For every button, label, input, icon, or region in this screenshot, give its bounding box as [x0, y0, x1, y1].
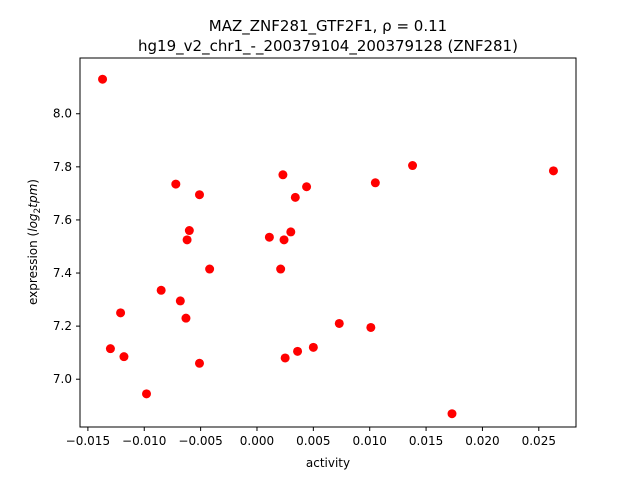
x-tick-label: 0.005 [296, 434, 330, 448]
data-point [548, 166, 558, 176]
y-axis-label-var: tpm [26, 184, 40, 208]
data-point [156, 285, 166, 295]
x-axis: −0.015 −0.010 −0.005 0.000 0.005 0.010 0.015 0.… [66, 427, 556, 448]
data-point [290, 192, 300, 202]
y-axis-label-suffix: ) [26, 179, 40, 184]
data-point [279, 235, 289, 245]
data-point [302, 182, 312, 192]
data-point [205, 264, 215, 274]
data-point [370, 178, 380, 188]
x-tick-label: −0.005 [178, 434, 222, 448]
y-tick-label: 8.0 [53, 107, 72, 121]
data-point [408, 161, 418, 171]
data-point [171, 179, 181, 189]
data-point [280, 353, 290, 363]
data-point [334, 318, 344, 328]
y-tick-label: 7.0 [53, 372, 72, 386]
y-tick-label: 7.8 [53, 160, 72, 174]
data-point [116, 308, 126, 318]
y-axis-label-prefix: expression ( [26, 232, 40, 305]
chart-title-line2: hg19_v2_chr1_-_200379104_200379128 (ZNF2… [138, 37, 518, 56]
data-point [447, 409, 457, 419]
x-tick-label: 0.025 [522, 434, 556, 448]
data-point [278, 170, 288, 180]
x-tick-label: 0.000 [240, 434, 274, 448]
data-points [98, 74, 558, 419]
x-tick-label: −0.015 [66, 434, 110, 448]
data-point [142, 389, 152, 399]
y-tick-label: 7.6 [53, 213, 72, 227]
data-point [105, 344, 115, 354]
data-point [194, 358, 204, 368]
data-point [293, 346, 303, 356]
data-point [184, 226, 194, 236]
data-point [98, 74, 108, 84]
y-axis-label-log: log [26, 213, 40, 232]
y-axis: 7.0 7.2 7.4 7.6 7.8 8.0 [53, 107, 80, 386]
x-tick-label: −0.010 [122, 434, 166, 448]
data-point [264, 232, 274, 242]
data-point [308, 342, 318, 352]
data-point [181, 313, 191, 323]
data-point [366, 322, 376, 332]
data-point [175, 296, 185, 306]
y-axis-label: expression (log2tpm) [26, 179, 43, 305]
data-point [276, 264, 286, 274]
x-axis-label: activity [306, 456, 350, 470]
y-tick-label: 7.2 [53, 319, 72, 333]
data-point [194, 190, 204, 200]
plot-frame [79, 57, 577, 428]
data-point [286, 227, 296, 237]
data-point [119, 352, 129, 362]
x-tick-label: 0.020 [465, 434, 499, 448]
data-point [182, 235, 192, 245]
chart-title-line1: MAZ_ZNF281_GTF2F1, ρ = 0.11 [209, 17, 447, 36]
y-axis-label-sub: 2 [33, 208, 43, 214]
y-tick-label: 7.4 [53, 266, 72, 280]
x-tick-label: 0.010 [353, 434, 387, 448]
x-tick-label: 0.015 [409, 434, 443, 448]
